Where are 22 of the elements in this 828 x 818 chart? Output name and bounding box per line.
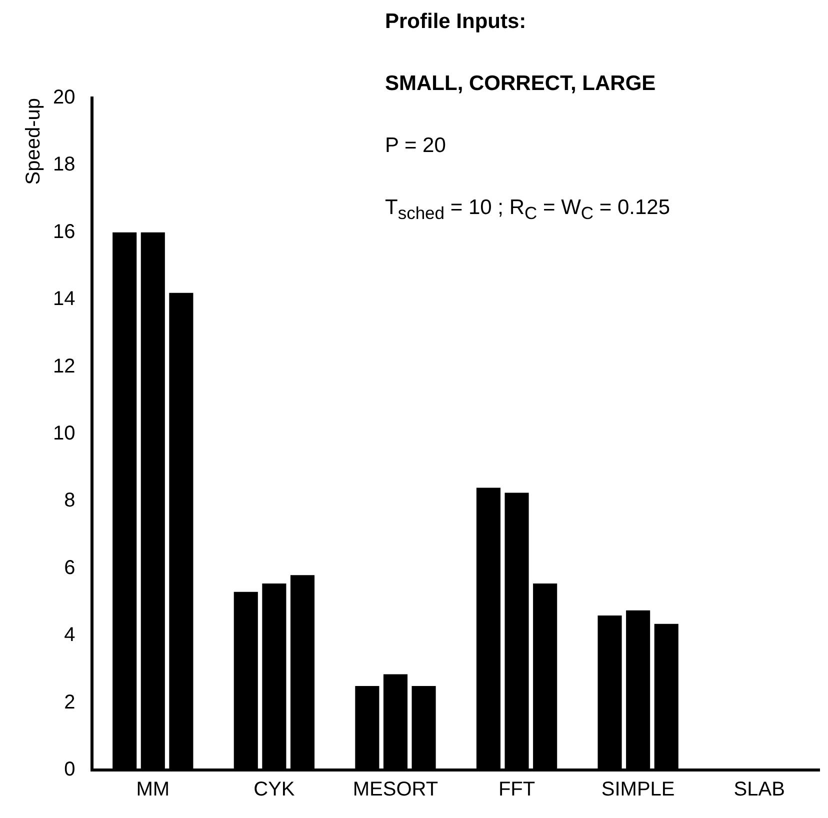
y-tick-label: 10 [52, 422, 76, 445]
y-tick-label: 4 [64, 624, 76, 646]
y-tick-label: 18 [52, 154, 76, 176]
text: Profile Inputs: [385, 10, 526, 34]
y-axis-title: Speed-up [22, 98, 45, 185]
annotation: T$_{sched}$ = 10 ; R$_{C}$ = W$_{C}$ = 0.125 [385, 196, 670, 224]
x-tick-label: SLAB [734, 778, 785, 801]
annotation: P = 20 [385, 134, 446, 158]
y-tick-label: 16 [52, 220, 76, 243]
text: SMALL, CORRECT, LARGE [385, 72, 656, 96]
y-tick-label: 20 [52, 86, 76, 109]
y-tick-label: 6 [64, 556, 76, 579]
x-tick-label: FFT [498, 778, 536, 801]
y-tick-label: 0 [64, 758, 76, 781]
y-tick-label: 8 [64, 490, 76, 512]
x-tick-label: MM [136, 778, 170, 801]
y-tick-label: 14 [52, 288, 76, 310]
x-tick-label: CYK [254, 778, 296, 801]
y-tick-label: 12 [52, 355, 76, 378]
x-tick-label: MESORT [352, 778, 438, 801]
y-tick-label: 2 [64, 691, 76, 714]
x-tick-label: SIMPLE [601, 778, 675, 801]
